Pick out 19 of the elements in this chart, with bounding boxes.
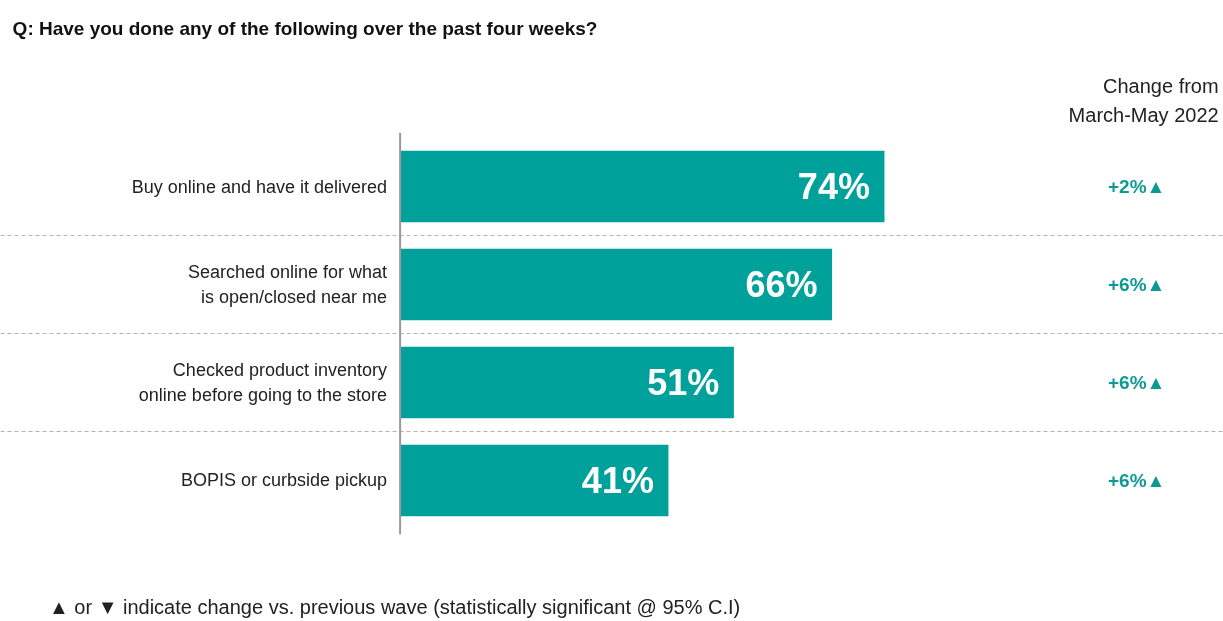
y-tick-label: BOPIS or curbside pickup (180, 470, 388, 491)
data-label: 74% (797, 166, 870, 208)
data-label: 41% (581, 459, 654, 501)
bar (400, 346, 734, 419)
text: +2%▲ (1108, 176, 1166, 198)
data-label: 66% (745, 264, 818, 306)
text: ▲ or ▼ indicate change vs. previous wave (statistically significant @ 95% C.I) (48, 595, 741, 618)
text: +6%▲ (1108, 469, 1166, 491)
text: +6%▲ (1108, 372, 1166, 393)
y-tick-label: Searched online for what is open/closed near me (187, 262, 387, 308)
bar (400, 444, 669, 517)
text: +6%▲ (1108, 274, 1166, 296)
bar (400, 248, 833, 321)
text: Change from March-May 2022 (1068, 75, 1219, 126)
y-tick-label: Buy online and have it delivered (131, 176, 388, 197)
chart-title: Q: Have you done any of the following over the past four weeks? (12, 18, 598, 40)
data-label: 51% (647, 362, 720, 403)
y-tick-label: Checked product inventory online before going to the store (138, 360, 388, 405)
bar (400, 150, 885, 223)
